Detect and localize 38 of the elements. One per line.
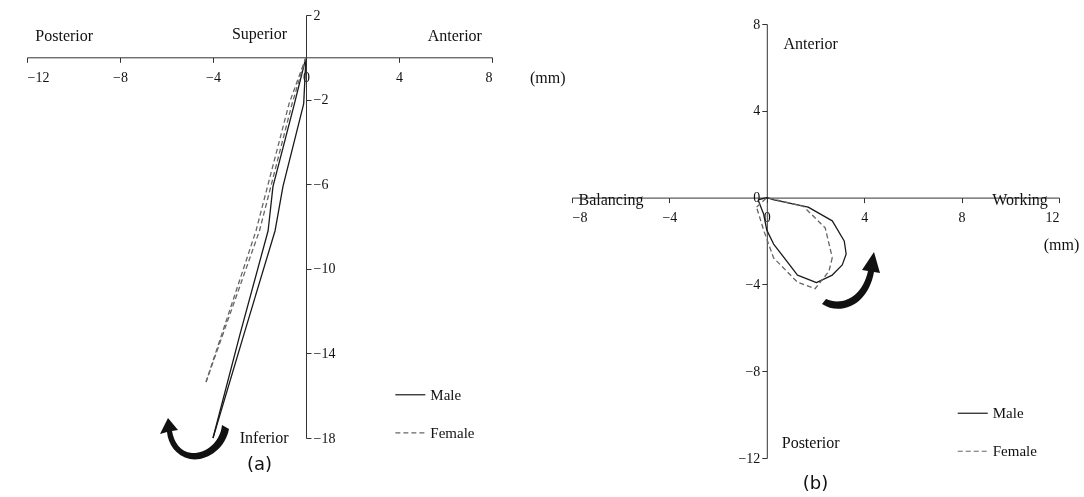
y-tick-label: −8 [745,363,761,379]
x-tick-label: 4 [396,69,403,85]
y-tick-label: −12 [738,450,761,466]
text: (b) [802,472,829,493]
annotation: Anterior [783,34,839,52]
y-tick-label: −6 [313,176,329,192]
annotation: Balancing [578,190,644,209]
y-tick-label: −18 [313,430,336,446]
x-tick-label: 8 [485,69,493,85]
y-tick-label: 2 [313,7,321,23]
x-tick-label: −4 [206,69,221,85]
annotation: Posterior [781,433,841,451]
annotation: (mm) [1043,236,1080,255]
legend-label: Female [992,443,1038,460]
y-tick-label: 4 [753,103,761,119]
x-tick-label: −8 [113,69,128,85]
y-tick-label: −2 [313,92,329,108]
annotation: Posterior [35,27,94,45]
annotation: Superior [231,25,288,44]
x-tick-label: 12 [1045,210,1060,226]
x-tick-label: −4 [662,210,678,226]
x-tick-label: −12 [27,69,50,85]
text: (mm) [530,69,566,88]
x-tick-label: 8 [958,210,966,226]
x-tick-label: −8 [572,210,588,226]
y-tick-label: 8 [753,16,761,32]
y-tick-label: −4 [745,276,761,292]
text: (a) [246,453,273,474]
legend-label: Female [430,424,475,441]
x-tick-label: 4 [861,210,869,226]
annotation: Working [992,190,1048,209]
annotation: Anterior [427,27,483,45]
annotation: Inferior [239,429,290,446]
legend-label: Male [430,386,462,403]
y-tick-label: 0 [753,190,761,206]
legend-label: Male [992,405,1024,422]
y-tick-label: −10 [313,261,336,277]
y-tick-label: −14 [313,345,336,361]
